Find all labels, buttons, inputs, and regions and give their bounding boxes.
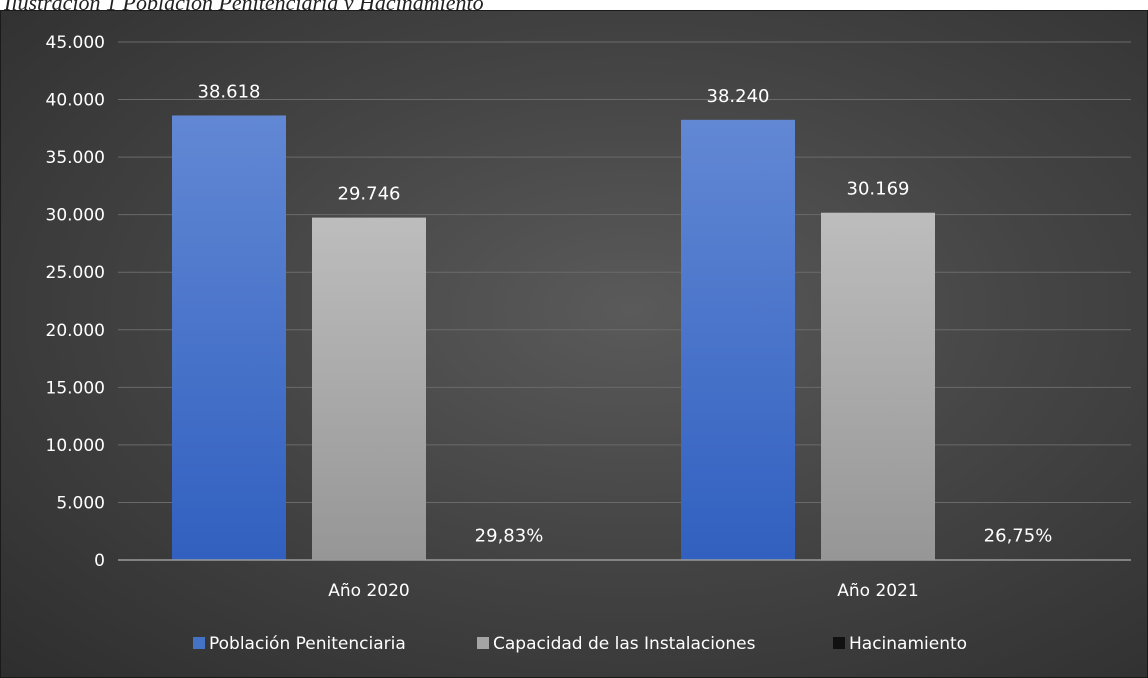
data-label: 29,83%: [475, 526, 544, 547]
y-tick-label: 40.000: [46, 91, 105, 111]
y-tick-label: 35.000: [46, 148, 105, 168]
y-tick-label: 45.000: [46, 33, 105, 53]
x-axis-categories: Año 2020 Año 2021: [328, 581, 918, 601]
legend: Población Penitenciaria Capacidad de las …: [193, 634, 967, 654]
y-tick-label: 0: [94, 551, 105, 571]
y-tick-label: 5.000: [56, 493, 105, 513]
data-label: 26,75%: [984, 526, 1053, 547]
legend-capacidad-label: Capacidad de las Instalaciones: [493, 634, 756, 654]
data-label: 29.746: [338, 184, 401, 205]
data-label: 38.240: [707, 86, 770, 107]
y-axis-ticks: 0 5.000 10.000 15.000 20.000 25.000 30.000 35.0…: [46, 33, 105, 571]
y-tick-label: 25.000: [46, 263, 105, 283]
data-label: 30.169: [847, 179, 910, 200]
bar-capacidad: [821, 213, 935, 560]
data-label: 38.618: [198, 81, 261, 102]
chart-frame: 0 5.000 10.000 15.000 20.000 25.000 30.000 35.0…: [0, 10, 1148, 678]
legend-capacidad-swatch: [477, 637, 489, 649]
legend-poblacion-swatch: [193, 637, 205, 649]
y-tick-label: 15.000: [46, 378, 105, 398]
bar-chart: 0 5.000 10.000 15.000 20.000 25.000 30.000 35.0…: [1, 11, 1147, 677]
legend-hacinamiento-swatch: [833, 637, 845, 649]
bars: [172, 115, 1075, 560]
legend-hacinamiento-label: Hacinamiento: [849, 634, 967, 654]
x-category-label: Año 2021: [837, 581, 918, 601]
bar-poblacion: [681, 120, 795, 560]
y-tick-label: 10.000: [46, 436, 105, 456]
y-tick-label: 30.000: [46, 206, 105, 226]
bar-capacidad: [312, 218, 426, 560]
y-tick-label: 20.000: [46, 321, 105, 341]
bar-poblacion: [172, 115, 286, 560]
x-category-label: Año 2020: [328, 581, 409, 601]
legend-poblacion-label: Población Penitenciaria: [209, 634, 406, 654]
